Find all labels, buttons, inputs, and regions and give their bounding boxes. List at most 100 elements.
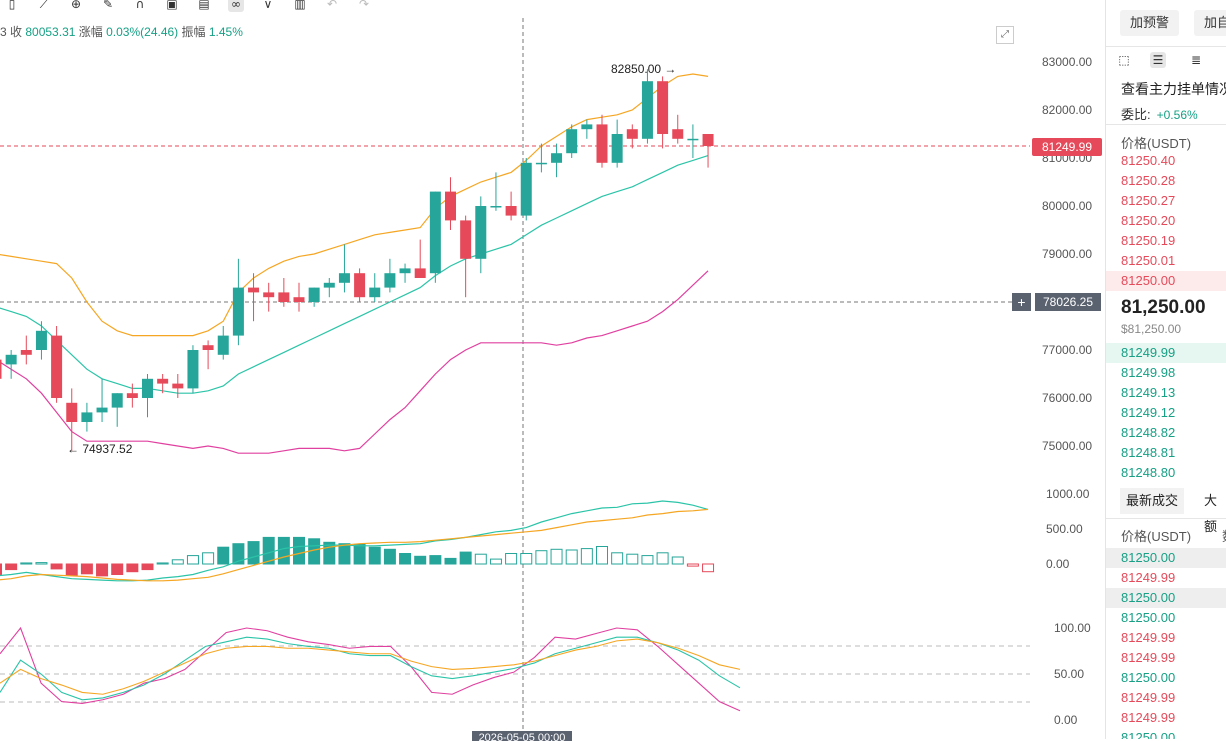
link-icon[interactable]: ∞ (228, 0, 244, 12)
tab-latest-trades[interactable]: 最新成交 (1120, 488, 1185, 514)
bid-ask-ratio: 委比: +0.56% (1121, 104, 1198, 123)
depth-list-icon[interactable]: ≣ (1190, 53, 1202, 67)
volume-bar (686, 563, 699, 567)
volume-bar (611, 552, 624, 565)
bid-row[interactable]: 81249.12 (1106, 403, 1226, 423)
osc-axis-label: 0.00 (1054, 713, 1078, 727)
volume-bar (474, 553, 487, 565)
boll-mid-line (0, 155, 709, 394)
trash-icon[interactable]: ▥ (294, 0, 306, 11)
trade-row[interactable]: 81250.00 (1106, 728, 1226, 739)
candle-body (505, 206, 517, 216)
bid-row[interactable]: 81248.80 (1106, 463, 1226, 483)
trade-row[interactable]: 81249.99 (1106, 648, 1226, 668)
bid-row[interactable]: 81249.13 (1106, 383, 1226, 403)
volume-bar (414, 555, 427, 565)
undo-icon[interactable]: ↶ (326, 0, 338, 11)
lock-icon[interactable]: ▣ (166, 0, 178, 11)
price-axis-label: 82000.00 (1042, 103, 1092, 117)
ask-row[interactable]: 81250.01 (1106, 251, 1226, 271)
ask-row[interactable]: 81250.19 (1106, 231, 1226, 251)
ruler-icon[interactable]: ⟋ (39, 0, 49, 11)
volume-bar (80, 563, 93, 575)
bid-row[interactable]: 81249.99 (1106, 343, 1226, 363)
trade-row[interactable]: 81249.99 (1106, 688, 1226, 708)
price-axis-label: 83000.00 (1042, 55, 1092, 69)
depth-both-icon[interactable]: ☰ (1150, 52, 1166, 68)
ohlc-info-bar: 3 收 80053.31 涨幅 0.03%(24.46) 振幅 1.45% (0, 23, 243, 40)
bid-row-price: 81248.82 (1121, 425, 1176, 440)
candle-body (551, 153, 563, 163)
candle-body (202, 345, 214, 350)
trade-row-price: 81250.00 (1121, 670, 1176, 685)
add-alert-button[interactable]: 加预警 (1120, 10, 1180, 36)
ask-row[interactable]: 81250.40 (1106, 151, 1226, 171)
order-book-title[interactable]: 查看主力挂单情况 (1121, 81, 1226, 97)
trade-row[interactable]: 81249.99 (1106, 628, 1226, 648)
tab-large-trades[interactable]: 大额 (1204, 493, 1218, 534)
bookmark-icon[interactable]: ▯ (8, 0, 16, 11)
price-column-header: 价格(USDT) (1121, 136, 1192, 151)
price-axis-label: 77000.00 (1042, 343, 1092, 357)
ask-row-price: 81250.27 (1121, 193, 1176, 208)
trade-row[interactable]: 81250.00 (1106, 588, 1226, 608)
price-axis-label: 80000.00 (1042, 199, 1092, 213)
trade-row[interactable]: 81250.00 (1106, 668, 1226, 688)
trade-row[interactable]: 81249.99 (1106, 708, 1226, 728)
candle-body (520, 162, 532, 216)
trade-row[interactable]: 81250.00 (1106, 608, 1226, 628)
candle-body (172, 383, 184, 389)
volume-bar (535, 550, 548, 565)
ask-row[interactable]: 81250.27 (1106, 191, 1226, 211)
trade-row-price: 81249.99 (1121, 570, 1176, 585)
ratio-label: 委比: (1121, 107, 1151, 122)
candle-body (66, 402, 78, 422)
volume-bar (186, 555, 199, 565)
ask-row-price: 81250.19 (1121, 233, 1176, 248)
trades-qty-header: 数 (1222, 526, 1226, 545)
volume-bar (641, 555, 654, 565)
candle-body (657, 81, 669, 134)
bid-row[interactable]: 81249.98 (1106, 363, 1226, 383)
candle-body (323, 282, 335, 288)
volume-bar (671, 556, 684, 565)
fullscreen-icon[interactable]: ⤢ (996, 26, 1014, 44)
candle-body (460, 220, 472, 259)
trades-price-header: 价格(USDT) (1121, 529, 1192, 544)
layout-icon[interactable]: ⬚ (1118, 53, 1130, 67)
ask-row[interactable]: 81250.00 (1106, 271, 1226, 291)
volume-bar (111, 563, 124, 575)
crosshair-date-tag: 2026-05-05 00:00 (472, 731, 572, 741)
candle-body (20, 350, 32, 355)
candlestick-chart[interactable]: 83000.0082000.0081000.0080000.0079000.00… (0, 0, 1105, 739)
volume-bar (580, 548, 593, 565)
trade-row[interactable]: 81250.00 (1106, 548, 1226, 568)
template-icon[interactable]: ▤ (198, 0, 210, 11)
filter-icon[interactable]: ⊽ (263, 0, 273, 11)
volume-axis-label: 0.00 (1046, 557, 1070, 571)
crosshair-add-icon[interactable]: + (1012, 293, 1031, 311)
pen-icon[interactable]: ✎ (102, 0, 114, 11)
candle-body (490, 206, 502, 208)
ask-row[interactable]: 81250.28 (1106, 171, 1226, 191)
bid-row[interactable]: 81248.81 (1106, 443, 1226, 463)
candle-body (475, 206, 487, 259)
zoom-icon[interactable]: ⊕ (70, 0, 82, 11)
add-watchlist-button[interactable]: 加自 (1194, 10, 1226, 36)
trade-row-price: 81250.00 (1121, 550, 1176, 565)
bid-row-price: 81248.81 (1121, 445, 1176, 460)
volume-axis-label: 500.00 (1046, 522, 1083, 536)
candle-body (702, 134, 714, 146)
candle-body (581, 124, 593, 130)
boll-lower-line (0, 270, 709, 454)
bid-row-price: 81249.12 (1121, 405, 1176, 420)
ask-row[interactable]: 81250.20 (1106, 211, 1226, 231)
volume-bar (656, 552, 669, 565)
redo-icon[interactable]: ↷ (358, 0, 370, 11)
trade-row[interactable]: 81249.99 (1106, 568, 1226, 588)
magnet-icon[interactable]: ∩ (135, 0, 145, 11)
bid-row[interactable]: 81248.82 (1106, 423, 1226, 443)
volume-bar (383, 548, 396, 565)
trade-row-price: 81249.99 (1121, 650, 1176, 665)
ratio-value: +0.56% (1156, 108, 1198, 122)
